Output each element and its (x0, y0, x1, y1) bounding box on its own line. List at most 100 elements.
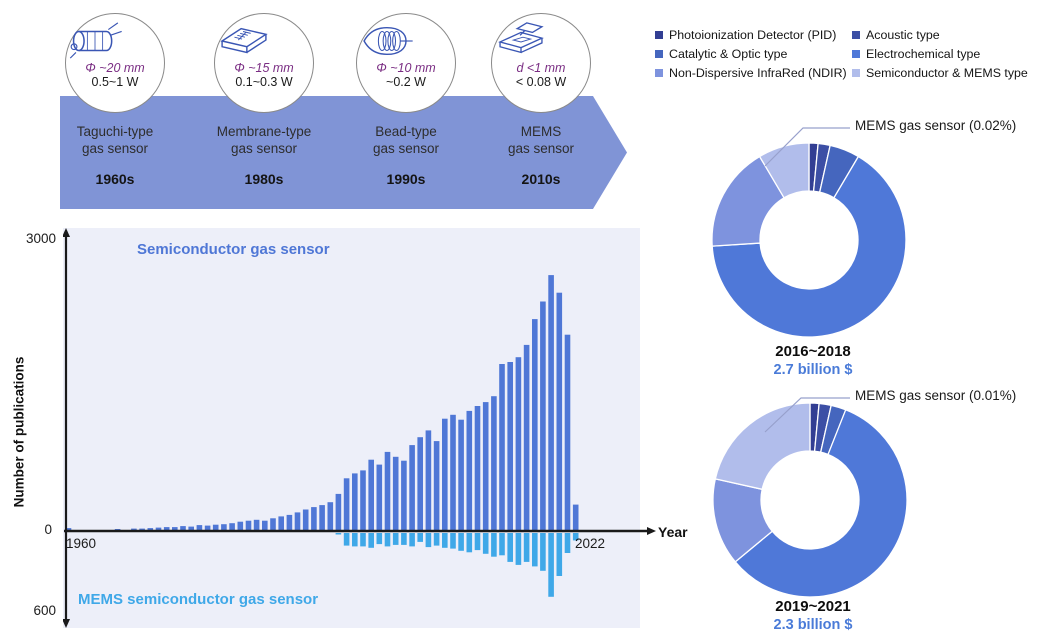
bar (172, 527, 178, 531)
bar (507, 533, 513, 562)
bar (352, 533, 358, 547)
bar (360, 533, 366, 547)
legend-swatch-icon (655, 30, 663, 39)
y-axis-max-label: 3000 (25, 231, 56, 246)
y-axis-zero-label: 0 (44, 522, 52, 537)
sensor-stage-circle: d <1 mm < 0.08 W (491, 13, 591, 113)
bar (466, 410, 473, 531)
legend-swatch-icon (655, 68, 663, 77)
bar (482, 402, 489, 531)
legend-swatch-icon (852, 30, 860, 39)
y-axis-title: Number of publications (11, 356, 27, 508)
bar (523, 344, 530, 531)
bars-group (65, 275, 579, 597)
donut-slice (714, 402, 811, 490)
donut-title: 2016~2018 (775, 343, 851, 360)
bar (384, 533, 391, 547)
legend-item: Catalytic & Optic type (655, 44, 852, 63)
bar (499, 364, 505, 531)
bar (335, 493, 342, 531)
mems-sensor-icon (498, 22, 544, 54)
timeline-arrow (60, 96, 627, 209)
bead-sensor-icon (363, 26, 413, 56)
bar (450, 414, 456, 531)
bar (319, 505, 325, 531)
bar (556, 292, 563, 531)
legend-swatch-icon (852, 49, 860, 58)
bar (523, 533, 530, 562)
donut-slice (734, 409, 908, 598)
bar (425, 533, 432, 548)
bar (409, 533, 415, 547)
sensor-decade-label: 1980s (244, 171, 284, 187)
donut-slice (758, 142, 810, 199)
bar (180, 526, 186, 531)
sensor-power-label: ~0.2 W (386, 75, 426, 89)
sensor-stage-circle: Φ ~10 mm ~0.2 W (356, 13, 456, 113)
donut-subtitle: 2.7 billion $ (773, 362, 853, 378)
bar (507, 362, 513, 531)
bar (262, 520, 268, 531)
donut-title: 2019~2021 (775, 598, 851, 615)
bar (368, 459, 374, 531)
x-axis-title: Year (658, 524, 688, 540)
bar (540, 301, 546, 531)
bar (376, 464, 383, 531)
sensor-decade-label: 1960s (95, 171, 135, 187)
sensor-stage-circle: Φ ~20 mm 0.5~1 W (65, 13, 165, 113)
bar (548, 533, 554, 597)
bar (572, 504, 579, 531)
bar (311, 507, 317, 531)
bar (442, 533, 448, 548)
bar (409, 445, 415, 531)
bar (204, 525, 211, 531)
bar (417, 533, 423, 542)
bar (564, 533, 571, 553)
sensor-power-label: < 0.08 W (515, 75, 567, 89)
donut-slice (711, 155, 907, 338)
legend-item: Electrochemical type (852, 44, 1028, 63)
bar (212, 524, 219, 531)
sensor-size-label: d <1 mm (516, 61, 566, 75)
bar (515, 357, 522, 531)
x-axis-start-label: 1960 (66, 536, 97, 551)
sensor-size-label: Φ ~15 mm (234, 61, 294, 75)
mems-series-label: MEMS semiconductor gas sensor (78, 591, 319, 608)
bar (352, 473, 358, 531)
bar (221, 524, 227, 531)
bar (343, 478, 350, 531)
bar (433, 441, 440, 531)
bar (482, 533, 489, 554)
bar (458, 533, 464, 551)
bar (384, 451, 391, 531)
bar (572, 533, 579, 541)
bar (425, 430, 432, 531)
bar (491, 396, 497, 531)
bar (564, 334, 571, 531)
donut-callout: MEMS gas sensor (0.01%) (855, 388, 1017, 403)
membrane-sensor-icon (220, 27, 268, 54)
y-axis-up-arrow-icon (63, 228, 70, 237)
bar (556, 533, 563, 576)
bar (335, 533, 342, 535)
bar (540, 533, 546, 571)
sensor-stage-circle: Φ ~15 mm 0.1~0.3 W (214, 13, 314, 113)
bar (286, 514, 293, 531)
bar (253, 519, 260, 531)
bar (392, 533, 399, 545)
bar (417, 437, 423, 531)
bar (327, 502, 334, 531)
bar (343, 533, 350, 546)
bar (392, 456, 399, 531)
sensor-name-label: Taguchi-type gas sensor (76, 124, 154, 156)
sensor-power-label: 0.1~0.3 W (235, 75, 293, 89)
bar (401, 460, 407, 531)
bar (302, 509, 309, 531)
sensor-decade-label: 2010s (521, 171, 561, 187)
bar (474, 406, 481, 531)
y-axis-min-label: 600 (33, 603, 56, 618)
bar (229, 523, 235, 531)
callout-leader-line (764, 397, 850, 433)
bar (401, 533, 407, 545)
semiconductor-series-label: Semiconductor gas sensor (137, 241, 330, 258)
